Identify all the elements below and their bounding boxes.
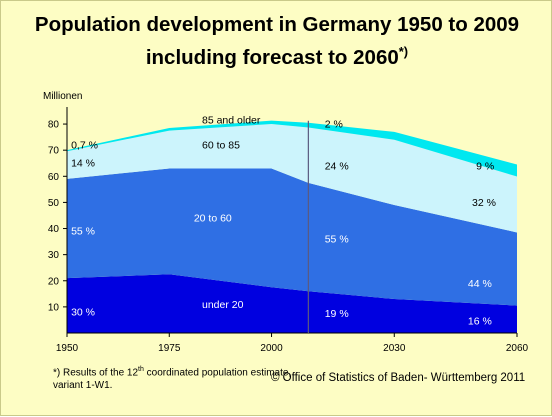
copyright-notice: © Office of Statistics of Baden- Württem… <box>271 372 526 384</box>
y-tick-label-80: 80 <box>48 120 60 131</box>
data-label-13: 32 % <box>472 197 496 209</box>
y-tick-label-30: 30 <box>48 250 60 261</box>
data-label-11: 19 % <box>325 308 349 320</box>
y-axis-unit-label: Millionen <box>43 91 83 102</box>
chart-title: Population development in Germany 1950 t… <box>1 11 552 71</box>
x-tick-label-1975: 1975 <box>158 343 181 354</box>
data-label-15: 16 % <box>468 316 492 328</box>
data-label-0: 0,7 % <box>71 139 98 151</box>
y-tick-label-40: 40 <box>48 224 60 235</box>
data-label-7: under 20 <box>202 299 244 311</box>
y-tick-label-20: 20 <box>48 276 60 287</box>
data-label-12: 9 % <box>476 160 494 172</box>
data-label-6: 20 to 60 <box>194 213 232 225</box>
footnote-rest: coordinated population estimate, variant… <box>53 367 292 392</box>
data-label-8: 2 % <box>325 119 343 131</box>
x-tick-label-2060: 2060 <box>506 343 529 354</box>
data-label-3: 30 % <box>71 307 95 319</box>
data-label-5: 60 to 85 <box>202 139 240 151</box>
title-line-1: Population development in Germany 1950 t… <box>34 13 520 36</box>
x-tick-label-1950: 1950 <box>56 343 79 354</box>
title-footnote-marker: *) <box>398 44 409 59</box>
data-label-4: 85 and older <box>202 115 261 127</box>
area-85-and-older <box>67 120 517 177</box>
y-tick-label-10: 10 <box>48 302 60 313</box>
area-60-to-85 <box>67 124 517 233</box>
y-tick-label-60: 60 <box>48 172 60 183</box>
data-label-2: 55 % <box>71 226 95 238</box>
x-tick-label-2030: 2030 <box>383 343 406 354</box>
data-label-1: 14 % <box>71 158 95 170</box>
data-label-10: 55 % <box>325 233 349 245</box>
footnote: *) Results of the 12th coordinated popul… <box>53 363 293 392</box>
title-line-2: including forecast to 2060 <box>145 45 399 69</box>
data-label-14: 44 % <box>468 278 492 290</box>
y-tick-label-70: 70 <box>48 146 60 157</box>
y-tick-label-50: 50 <box>48 198 60 209</box>
x-tick-label-2000: 2000 <box>260 343 283 354</box>
area-under-20 <box>67 274 517 333</box>
footnote-sup: th <box>138 366 144 373</box>
data-label-9: 24 % <box>325 160 349 172</box>
footnote-prefix: *) Results of the 12 <box>53 367 139 379</box>
area-20-to-60 <box>67 168 517 306</box>
